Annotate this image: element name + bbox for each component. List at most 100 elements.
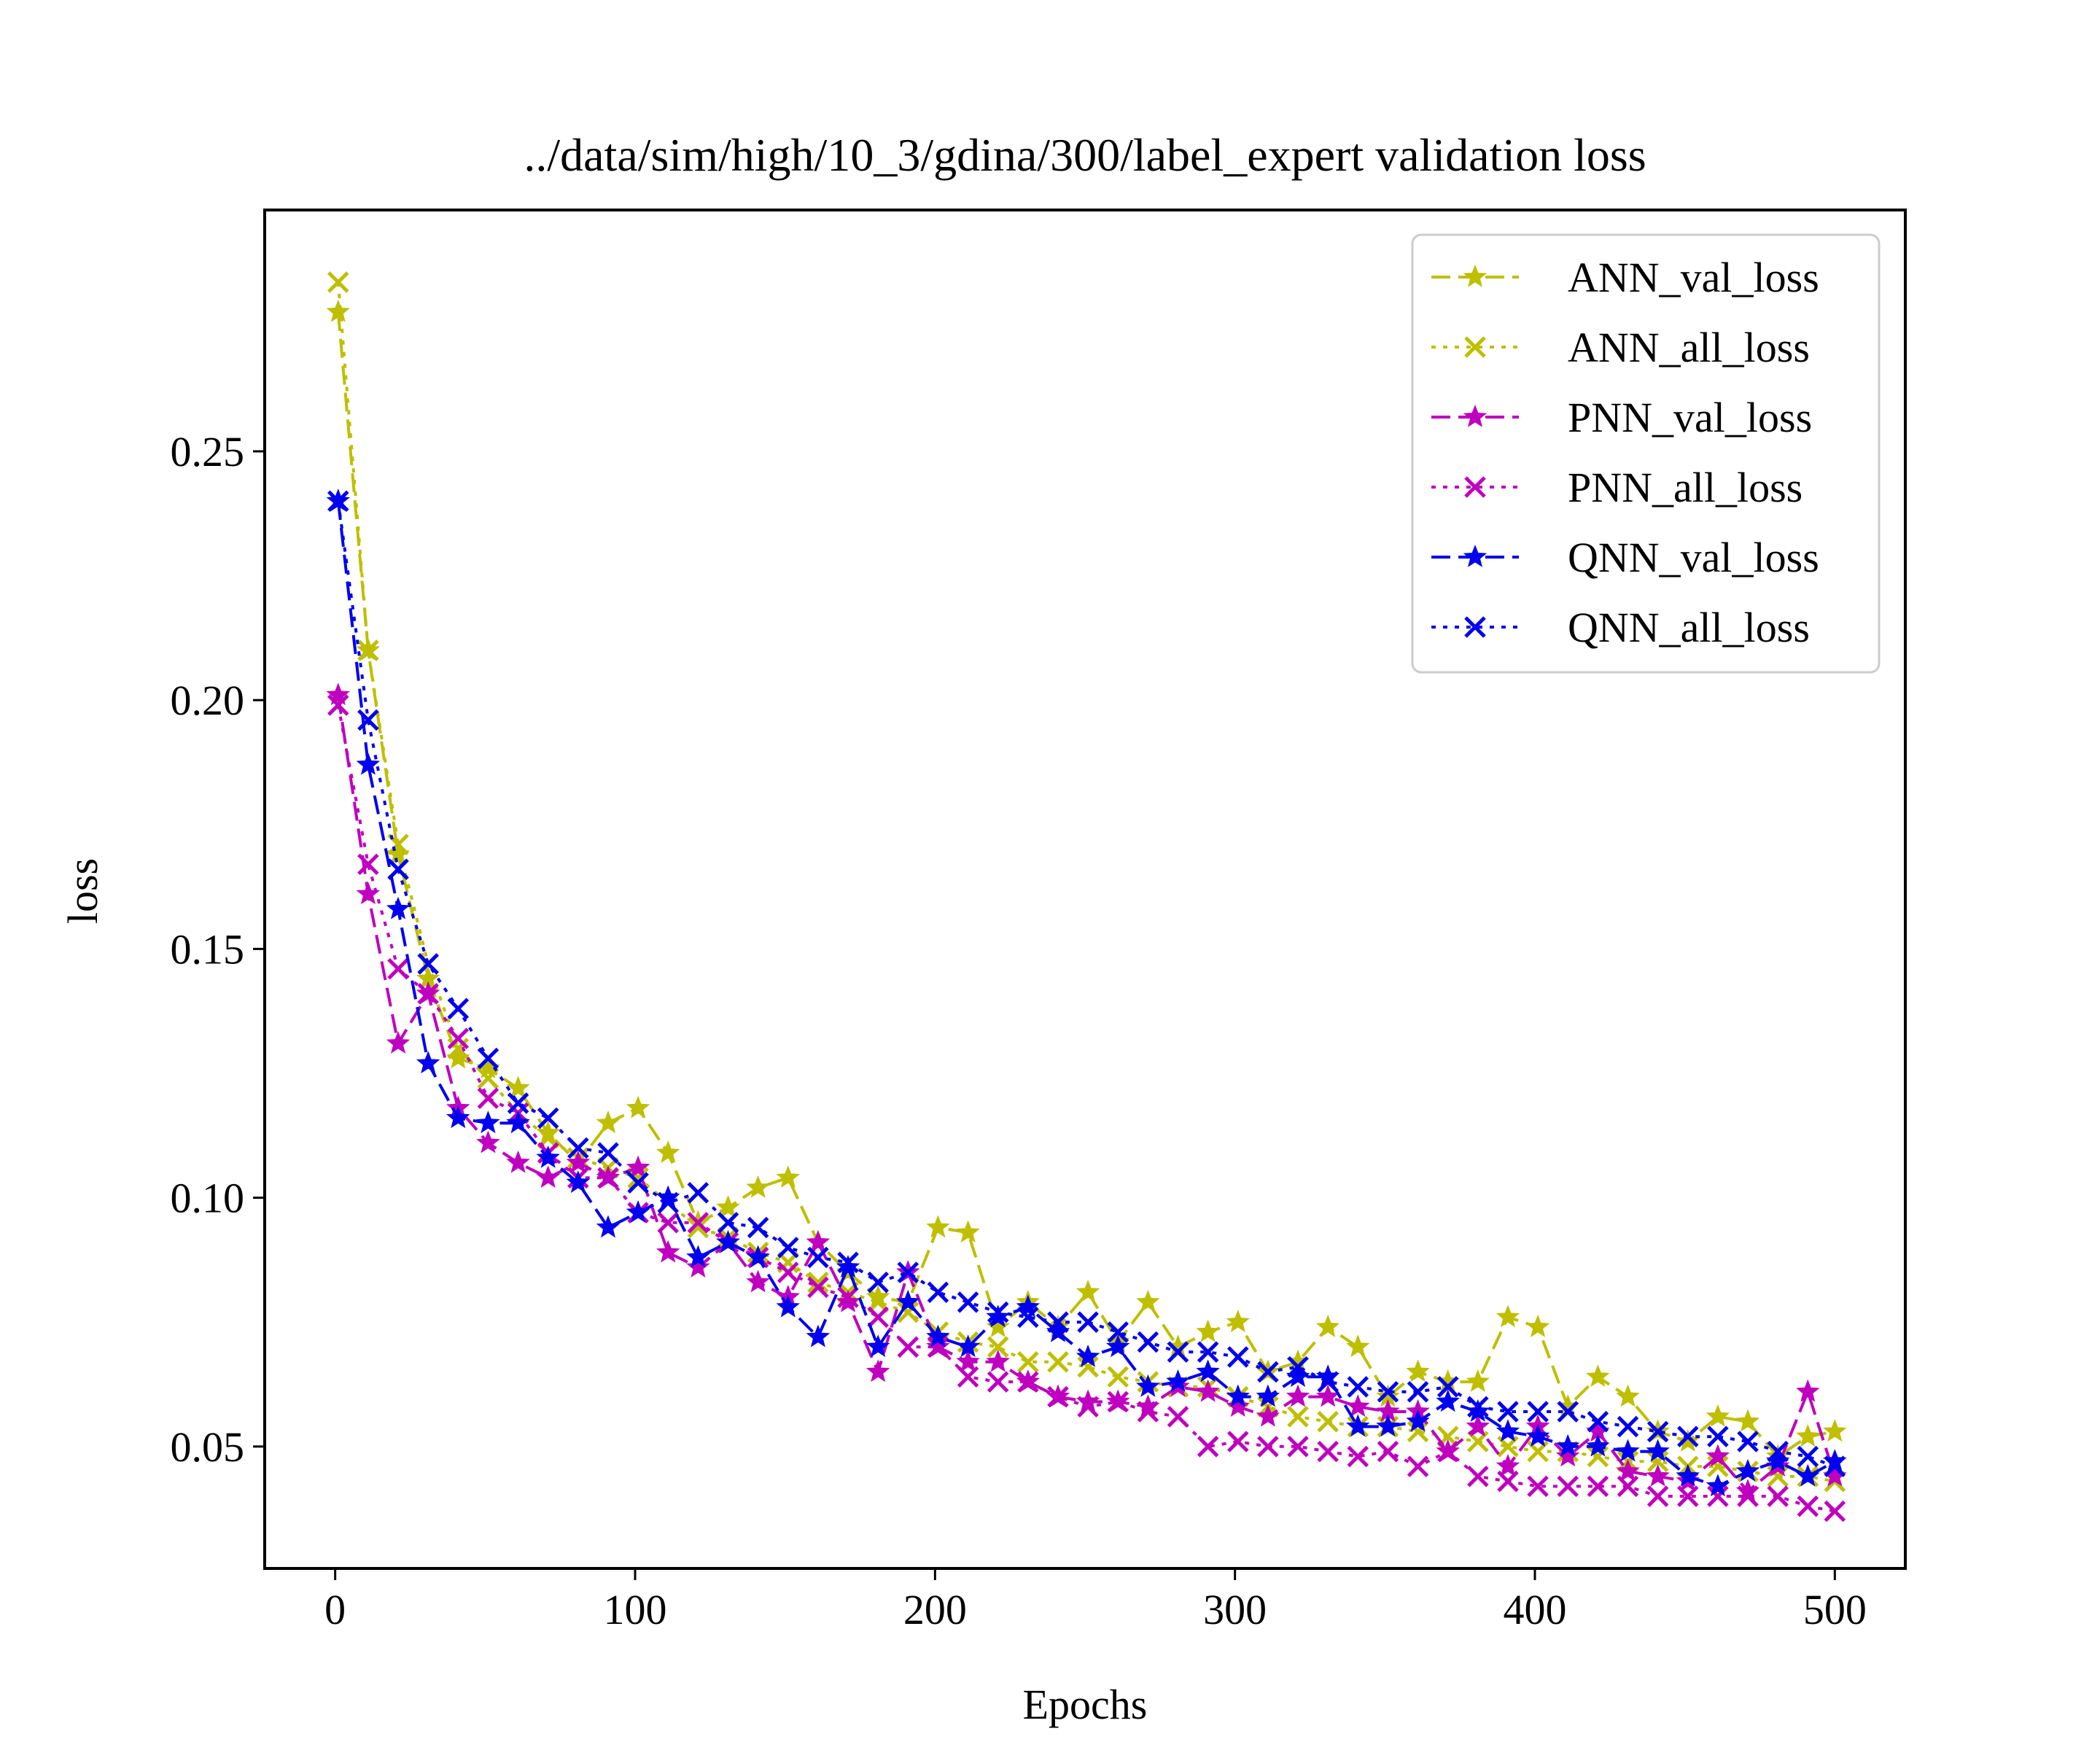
data-point-ANN_all_loss-26	[1107, 1366, 1129, 1388]
data-point-ANN_all_loss-44	[1646, 1450, 1669, 1473]
data-point-PNN_all_loss-49	[1797, 1495, 1819, 1517]
data-point-ANN_val_loss-42	[1586, 1364, 1610, 1388]
data-point-QNN_all_loss-6	[507, 1092, 529, 1114]
legend-marker	[1464, 616, 1486, 638]
data-point-QNN_val_loss-35	[1376, 1414, 1400, 1437]
data-point-PNN_all_loss-17	[837, 1286, 859, 1308]
data-point-PNN_all_loss-1	[357, 853, 379, 876]
data-point-ANN_val_loss-6	[506, 1076, 530, 1099]
data-point-PNN_all_loss-47	[1737, 1485, 1759, 1507]
data-point-QNN_val_loss-9	[596, 1215, 621, 1238]
data-point-ANN_all_loss-42	[1587, 1445, 1609, 1468]
data-point-ANN_val_loss-0	[326, 299, 350, 322]
data-point-QNN_all_loss-8	[567, 1137, 589, 1159]
x-tick-label: 500	[1803, 1586, 1867, 1633]
y-axis-label: loss	[59, 858, 106, 924]
data-point-QNN_val_loss-29	[1196, 1359, 1220, 1382]
data-point-QNN_all_loss-1	[357, 709, 379, 731]
data-point-QNN_all_loss-11	[657, 1191, 680, 1214]
legend-entry-ANN_all_loss: ANN_all_loss	[1431, 324, 1810, 371]
data-point-ANN_val_loss-20	[926, 1215, 950, 1238]
data-point-PNN_all_loss-50	[1824, 1500, 1846, 1522]
data-point-PNN_all_loss-19	[897, 1336, 919, 1358]
data-point-QNN_all_loss-22	[987, 1301, 1009, 1323]
data-point-PNN_val_loss-0	[326, 682, 350, 706]
data-point-PNN_all_loss-45	[1677, 1485, 1699, 1507]
data-point-QNN_all_loss-20	[927, 1281, 949, 1304]
y-tick-label: 0.10	[171, 1175, 245, 1222]
data-point-PNN_all_loss-34	[1347, 1445, 1369, 1468]
data-point-PNN_all_loss-33	[1317, 1440, 1339, 1463]
data-point-PNN_val_loss-8	[566, 1150, 591, 1173]
data-point-PNN_all_loss-25	[1077, 1396, 1099, 1418]
data-point-QNN_val_loss-34	[1346, 1414, 1370, 1437]
data-point-QNN_val_loss-8	[566, 1170, 591, 1193]
x-tick-label: 100	[603, 1586, 666, 1633]
data-point-ANN_all_loss-12	[687, 1216, 709, 1239]
data-point-PNN_all_loss-30	[1227, 1431, 1249, 1452]
legend-frame	[1411, 233, 1881, 674]
data-point-QNN_val_loss-16	[806, 1324, 831, 1348]
data-point-PNN_all_loss-24	[1047, 1385, 1069, 1408]
data-point-PNN_val_loss-34	[1346, 1394, 1370, 1417]
data-point-QNN_all_loss-33	[1317, 1371, 1339, 1393]
x-axis: 0 100 200 300 400 500	[324, 1568, 1867, 1633]
data-point-QNN_all_loss-44	[1646, 1420, 1669, 1443]
legend-entry-QNN_val_loss: QNN_val_loss	[1431, 534, 1819, 581]
data-point-QNN_all_loss-34	[1347, 1376, 1369, 1398]
data-point-QNN_all_loss-28	[1167, 1341, 1189, 1363]
data-point-ANN_all_loss-23	[1017, 1351, 1039, 1373]
data-point-QNN_val_loss-5	[476, 1111, 500, 1134]
data-point-QNN_all_loss-49	[1797, 1445, 1819, 1468]
data-point-PNN_all_loss-28	[1167, 1406, 1189, 1428]
data-point-ANN_val_loss-36	[1406, 1359, 1430, 1382]
data-point-PNN_val_loss-49	[1796, 1379, 1820, 1402]
data-point-QNN_all_loss-27	[1137, 1331, 1159, 1353]
data-point-PNN_val_loss-5	[476, 1130, 500, 1154]
data-point-QNN_val_loss-10	[626, 1200, 650, 1223]
data-point-PNN_val_loss-21	[956, 1349, 980, 1372]
x-tick-label: 200	[903, 1586, 967, 1633]
data-point-PNN_val_loss-41	[1556, 1444, 1580, 1467]
data-point-PNN_all_loss-9	[597, 1167, 619, 1189]
data-point-PNN_all_loss-40	[1527, 1475, 1549, 1498]
data-point-QNN_all_loss-5	[477, 1047, 499, 1070]
data-point-QNN_all_loss-10	[627, 1172, 649, 1194]
data-point-PNN_all_loss-32	[1287, 1436, 1309, 1458]
data-point-PNN_val_loss-6	[506, 1150, 530, 1173]
data-point-PNN_val_loss-44	[1646, 1463, 1670, 1487]
data-point-QNN_all_loss-25	[1077, 1311, 1099, 1333]
data-point-QNN_val_loss-17	[836, 1255, 860, 1278]
data-point-PNN_val_loss-10	[626, 1155, 650, 1178]
data-point-QNN_all_loss-43	[1617, 1415, 1639, 1438]
data-point-QNN_all_loss-21	[957, 1291, 979, 1313]
y-tick-label: 0.05	[171, 1423, 245, 1471]
data-point-ANN_val_loss-43	[1616, 1384, 1640, 1407]
data-point-QNN_all_loss-4	[447, 998, 470, 1020]
data-point-PNN_all_loss-48	[1767, 1485, 1789, 1507]
data-point-ANN_val_loss-14	[746, 1175, 770, 1198]
legend-entry-QNN_all_loss: QNN_all_loss	[1431, 604, 1810, 651]
data-point-PNN_val_loss-17	[836, 1289, 860, 1312]
data-point-QNN_all_loss-3	[417, 953, 439, 975]
series-QNN_all_loss	[327, 490, 1846, 1477]
legend-entry-ANN_val_loss: ANN_val_loss	[1431, 254, 1819, 301]
legend-marker	[1464, 476, 1486, 498]
data-point-QNN_all_loss-40	[1527, 1401, 1549, 1423]
data-point-ANN_all_loss-25	[1077, 1356, 1099, 1378]
data-point-PNN_val_loss-29	[1196, 1379, 1220, 1402]
data-point-ANN_all_loss-32	[1287, 1406, 1309, 1428]
legend-marker	[1463, 544, 1488, 567]
data-point-QNN_val_loss-20	[926, 1324, 950, 1348]
data-point-ANN_all_loss-4	[447, 1038, 470, 1059]
data-point-PNN_val_loss-18	[866, 1359, 890, 1382]
data-point-QNN_all_loss-31	[1257, 1361, 1279, 1383]
data-point-PNN_all_loss-31	[1257, 1436, 1279, 1458]
data-point-QNN_all_loss-7	[537, 1107, 559, 1129]
x-tick-label: 300	[1203, 1586, 1267, 1633]
data-point-PNN_all_loss-21	[957, 1366, 979, 1388]
data-point-PNN_val_loss-38	[1466, 1414, 1490, 1437]
data-point-QNN_val_loss-47	[1735, 1458, 1760, 1482]
plot-frame	[263, 209, 1907, 1570]
data-point-ANN_val_loss-30	[1226, 1310, 1250, 1332]
